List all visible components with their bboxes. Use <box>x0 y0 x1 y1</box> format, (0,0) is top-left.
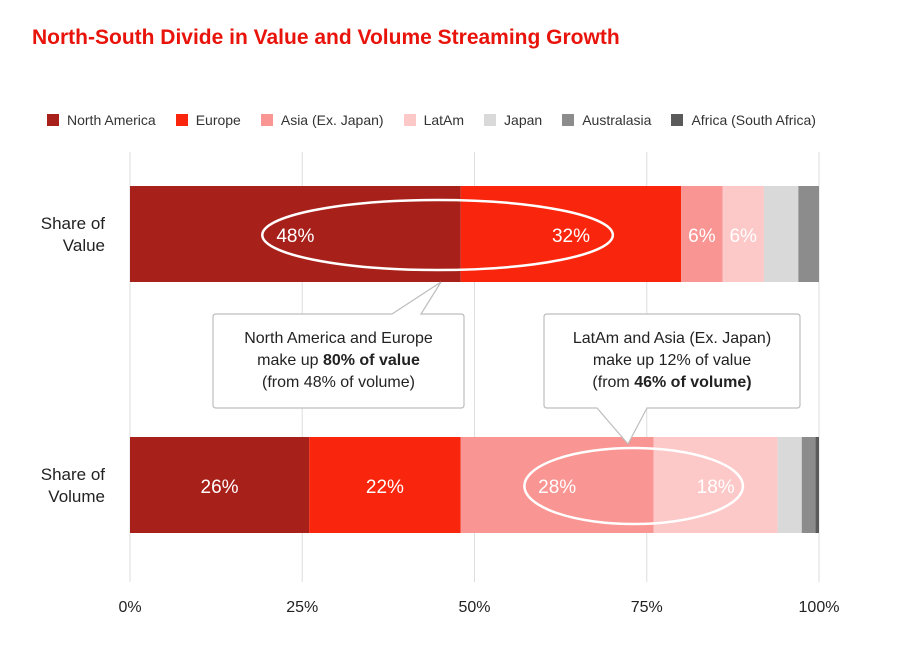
callout-north-america-europe: North America and Europe make up 80% of v… <box>213 314 464 408</box>
bar-share-of-value-japan <box>763 186 799 282</box>
legend-label: Africa (South Africa) <box>691 112 816 128</box>
highlight-ellipses <box>261 198 745 526</box>
legend-swatch <box>562 114 575 126</box>
bar-share-of-value-asia-ex-japan <box>681 186 723 282</box>
category-label: Value <box>63 236 105 255</box>
category-label: Share of <box>41 214 106 233</box>
tick-label-75: 75% <box>631 599 663 616</box>
callout-line: (from 46% of volume) <box>544 372 800 394</box>
legend-label: Europe <box>195 112 241 128</box>
callout-box-volume <box>543 313 801 446</box>
callout-shapes <box>212 281 801 446</box>
callout-text: LatAm and Asia (Ex. Japan) <box>572 330 772 347</box>
legend-swatch <box>260 114 273 126</box>
highlight-ellipse-volume <box>523 446 745 526</box>
bar-share-of-volume-latam <box>653 437 778 533</box>
callout-line: make up 12% of value <box>544 350 800 372</box>
bar-share-of-value-australasia <box>798 186 819 282</box>
callout-line: make up 80% of value <box>213 350 464 372</box>
callout-line: (from 48% of volume) <box>213 372 464 394</box>
bar-share-of-volume-africa-south-africa <box>815 437 819 533</box>
callout-latam-asia: LatAm and Asia (Ex. Japan) make up 12% of… <box>544 314 800 408</box>
tick-label-25: 25% <box>286 599 318 616</box>
callout-text: make up 12% of value <box>592 352 752 369</box>
legend-label: North America <box>67 112 156 128</box>
data-label-share-of-value-latam: 6% <box>729 226 757 247</box>
legend-swatch <box>484 114 497 126</box>
bar-share-of-volume-japan <box>777 437 802 533</box>
legend-item-asia-ex-japan: Asia (Ex. Japan) <box>260 112 384 128</box>
category-labels: Share of Value Share of Volume <box>41 214 106 506</box>
callout-emphasis: 46% of volume) <box>634 374 752 391</box>
tick-label-0: 0% <box>118 599 141 616</box>
bar-share-of-volume-north-america <box>130 437 310 533</box>
legend-swatch <box>403 114 416 126</box>
legend-label: Japan <box>504 112 543 128</box>
data-label-share-of-volume-asia-ex-japan: 28% <box>538 477 576 498</box>
data-label-share-of-value-asia-ex-japan: 6% <box>688 226 716 247</box>
legend-label: LatAm <box>423 112 465 128</box>
legend-swatch <box>175 114 188 126</box>
bar-share-of-value-latam <box>722 186 764 282</box>
callout-line: LatAm and Asia (Ex. Japan) <box>544 328 800 350</box>
data-label-share-of-volume-latam: 18% <box>697 477 735 498</box>
callout-box-value <box>212 281 465 409</box>
legend-item-japan: Japan <box>484 112 542 128</box>
tick-label-50: 50% <box>458 599 490 616</box>
bar-share-of-value-north-america <box>130 186 461 282</box>
legend-label: Asia (Ex. Japan) <box>280 112 384 128</box>
highlight-ellipse-value <box>261 198 615 272</box>
callout-text: North America and Europe <box>244 330 433 347</box>
callout-emphasis: 80% of value <box>322 352 420 369</box>
bar-share-of-volume-australasia <box>801 437 816 533</box>
callout-text: (from <box>592 374 635 391</box>
data-label-share-of-volume-europe: 22% <box>366 477 404 498</box>
bar-share-of-volume-europe <box>309 437 461 533</box>
legend-item-north-america: North America <box>47 112 156 128</box>
legend: North America Europe Asia (Ex. Japan) LatAm… <box>47 112 836 128</box>
category-label: Volume <box>48 487 105 506</box>
legend-item-australasia: Australasia <box>562 112 651 128</box>
callout-line: North America and Europe <box>213 328 464 350</box>
legend-item-europe: Europe <box>175 112 241 128</box>
legend-item-latam: LatAm <box>403 112 465 128</box>
data-label-share-of-value-europe: 32% <box>552 226 590 247</box>
callout-text: make up <box>257 352 323 369</box>
legend-swatch <box>671 114 684 126</box>
chart-title: North-South Divide in Value and Volume S… <box>32 26 620 49</box>
legend-swatch <box>47 114 59 126</box>
callout-text: (from 48% of volume) <box>262 374 415 391</box>
data-labels: 48% 32% 6% 6% 26% 22% 28% 18% <box>201 226 757 498</box>
data-label-share-of-volume-north-america: 26% <box>201 477 239 498</box>
tick-label-100: 100% <box>799 599 840 616</box>
data-label-share-of-value-north-america: 48% <box>276 226 314 247</box>
x-axis-ticks: 0% 25% 50% 75% 100% <box>118 599 839 616</box>
bars <box>130 186 819 533</box>
bar-share-of-volume-asia-ex-japan <box>460 437 654 533</box>
category-label: Share of <box>41 465 106 484</box>
legend-label: Australasia <box>582 112 652 128</box>
legend-item-africa-south-africa: Africa (South Africa) <box>671 112 816 128</box>
